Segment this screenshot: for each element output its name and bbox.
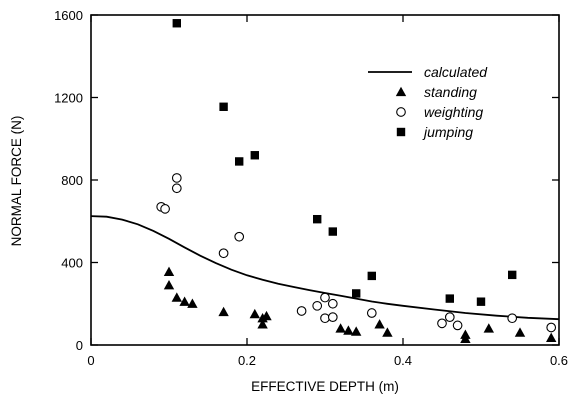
jumping-point: [172, 19, 181, 28]
jumping-point: [235, 157, 244, 166]
standing-point: [257, 319, 268, 329]
standing-point: [374, 319, 385, 329]
y-tick-label: 400: [61, 256, 83, 271]
series-layer: [90, 19, 560, 343]
x-tick-label: 0.6: [550, 353, 568, 368]
x-tick-label: 0.4: [394, 353, 412, 368]
weighting-point: [437, 318, 447, 329]
x-tick-label: 0.2: [238, 353, 256, 368]
weighting-point: [452, 320, 463, 331]
weighting-point: [327, 312, 338, 323]
standing-point: [163, 279, 175, 290]
jumping-point: [352, 289, 361, 298]
weighting-point: [171, 183, 182, 194]
series-weighting: [156, 173, 557, 333]
standing-point: [218, 306, 229, 317]
jumping-point: [367, 271, 376, 281]
legend-label-standing: standing: [424, 84, 477, 100]
standing-point: [483, 323, 494, 333]
y-tick-label: 0: [76, 338, 83, 353]
standing-point: [171, 292, 182, 302]
weighting-point: [444, 312, 455, 323]
standing-point: [335, 323, 346, 333]
standing-point: [343, 325, 354, 335]
legend-swatch-jumping: [396, 127, 406, 137]
weighting-point: [171, 173, 182, 183]
legend-swatch-weighting: [396, 107, 406, 117]
jumping-point: [250, 151, 259, 160]
tick-labels: 0 0.2 0.4 0.6 0 400 800 1200 1600: [54, 8, 568, 368]
legend-label-weighting: weighting: [424, 104, 483, 120]
jumping-point: [313, 214, 322, 224]
jumping-point: [445, 294, 454, 303]
weighting-point: [507, 313, 518, 324]
standing-point: [546, 332, 557, 342]
ticks: [90, 14, 560, 346]
standing-point: [179, 296, 190, 306]
jumping-point: [508, 270, 517, 280]
legend-swatch-standing: [395, 86, 407, 97]
y-tick-label: 1600: [54, 8, 83, 23]
x-tick-label: 0: [87, 353, 94, 368]
series-jumping: [172, 19, 517, 306]
weighting-point: [160, 204, 170, 214]
standing-point: [351, 326, 362, 336]
y-axis-title: NORMAL FORCE (N): [9, 116, 24, 247]
legend-label-calculated: calculated: [424, 64, 488, 80]
y-tick-label: 1200: [54, 91, 83, 106]
weighting-point: [546, 322, 557, 333]
standing-point: [163, 266, 175, 276]
weighting-point: [234, 231, 245, 242]
x-axis-title: EFFECTIVE DEPTH (m): [251, 379, 399, 394]
standing-point: [460, 333, 471, 343]
standing-point: [261, 310, 272, 321]
standing-point: [187, 298, 198, 308]
weighting-point: [327, 298, 338, 309]
calculated-line: [90, 215, 560, 321]
series-calculated: [90, 215, 560, 321]
standing-point: [514, 327, 526, 337]
standing-point: [249, 308, 260, 319]
weighting-point: [218, 248, 229, 259]
weighting-point: [320, 313, 330, 324]
y-tick-label: 800: [61, 173, 83, 188]
weighting-point: [320, 292, 330, 303]
series-standing: [163, 266, 557, 343]
jumping-point: [328, 227, 337, 236]
jumping-point: [476, 297, 486, 306]
legend-label-jumping: jumping: [422, 124, 473, 140]
weighting-point: [366, 308, 377, 318]
legend: calculated standing weighting jumping: [368, 64, 488, 140]
weighting-point: [312, 300, 323, 311]
standing-point: [382, 327, 393, 337]
weighting-point: [296, 306, 307, 316]
jumping-point: [219, 102, 228, 111]
